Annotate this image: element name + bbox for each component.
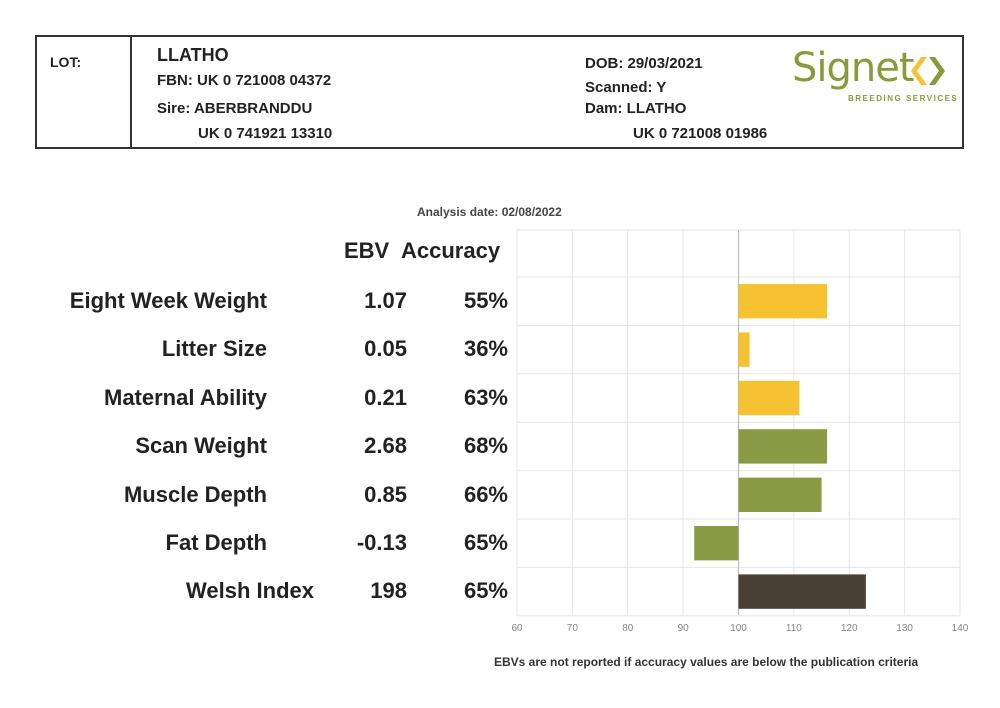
ebv-value: 2.68 xyxy=(364,433,407,459)
date-of-birth: DOB: 29/03/2021 xyxy=(585,55,703,72)
sire-id: UK 0 741921 13310 xyxy=(198,125,333,142)
ebv-column-header: EBV xyxy=(344,238,390,263)
logo-subtitle: BREEDING SERVICES xyxy=(848,94,959,103)
trait-label: Litter Size xyxy=(161,336,267,362)
ebv-value: 0.05 xyxy=(364,336,407,362)
ebv-value: 198 xyxy=(370,578,407,604)
ebv-value: 0.85 xyxy=(364,481,407,507)
footnote: EBVs are not reported if accuracy values… xyxy=(494,655,919,669)
trait-label: Maternal Ability xyxy=(104,384,267,410)
ebv-bar-chart: 60 70 80 90 100 110 120 130 140 xyxy=(511,229,969,634)
accuracy-value: 63% xyxy=(463,384,508,410)
trait-label: Scan Weight xyxy=(135,433,267,459)
x-tick-label: 130 xyxy=(896,623,913,634)
dam-name: Dam: LLATHO xyxy=(585,100,687,117)
fbn-number: FBN: UK 0 721008 04372 xyxy=(157,72,332,89)
trait-label: Welsh Index xyxy=(186,578,314,604)
x-tick-label: 140 xyxy=(952,623,969,634)
animal-name: LLATHO xyxy=(157,45,229,65)
accuracy-value: 66% xyxy=(463,481,508,507)
x-tick-label: 110 xyxy=(786,623,802,634)
logo-wordmark: Signet xyxy=(792,45,915,91)
ebv-value: 1.07 xyxy=(364,288,407,313)
trait-label: Eight Week Weight xyxy=(69,288,267,313)
analysis-date: Analysis date: 02/08/2022 xyxy=(417,205,562,219)
bar-fat-depth xyxy=(694,526,739,561)
trait-label: Muscle Depth xyxy=(123,481,267,507)
bar-muscle-depth xyxy=(738,477,822,512)
accuracy-value: 65% xyxy=(463,530,508,555)
x-tick-label: 60 xyxy=(511,623,523,634)
scanned-status: Scanned: Y xyxy=(585,79,667,96)
accuracy-value: 36% xyxy=(463,336,508,362)
lot-label: LOT: xyxy=(50,54,82,70)
accuracy-value: 65% xyxy=(463,578,508,604)
sire-name: Sire: ABERBRANDDU xyxy=(157,100,313,117)
animal-header: LOT: LLATHO FBN: UK 0 721008 04372 Sire:… xyxy=(35,35,964,149)
accuracy-value: 68% xyxy=(463,433,508,459)
ebv-value: -0.13 xyxy=(356,530,407,555)
x-tick-label: 70 xyxy=(567,623,579,634)
bar-maternal-ability xyxy=(738,380,800,416)
x-tick-label: 90 xyxy=(678,623,690,634)
bar-scan-weight xyxy=(738,429,828,464)
accuracy-value: 55% xyxy=(463,288,508,313)
x-tick-label: 120 xyxy=(841,623,858,634)
x-tick-label: 80 xyxy=(622,623,634,634)
bar-eight-week-weight xyxy=(738,284,828,319)
ebv-value: 0.21 xyxy=(364,384,407,410)
signet-logo: Signet BREEDING SERVICES xyxy=(792,45,957,107)
chevrons-icon xyxy=(911,57,945,85)
lot-cell: LOT: xyxy=(37,37,132,147)
accuracy-column-header: Accuracy xyxy=(401,238,501,263)
bar-litter-size xyxy=(738,332,750,367)
x-tick-label: 100 xyxy=(730,623,747,634)
trait-label: Fat Depth xyxy=(165,530,267,555)
dam-id: UK 0 721008 01986 xyxy=(633,125,768,142)
bar-welsh-index xyxy=(738,574,866,609)
